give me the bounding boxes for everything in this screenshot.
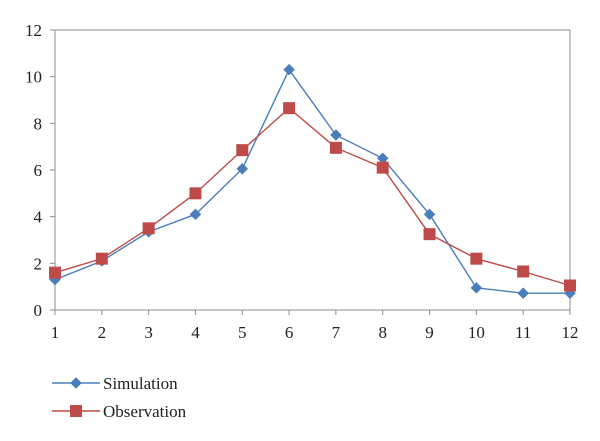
x-tick-label: 2: [98, 323, 107, 342]
data-point-observation: [470, 252, 483, 265]
y-tick-label: 8: [34, 114, 43, 133]
y-tick-label: 10: [25, 68, 42, 87]
data-point-simulation: [283, 63, 295, 76]
y-axis: 0 2 4 6 8 10 12: [25, 21, 55, 320]
data-point-observation: [236, 144, 249, 157]
legend-label: Simulation: [103, 374, 178, 393]
x-tick-label: 9: [425, 323, 434, 342]
data-point-observation: [329, 141, 342, 154]
data-point-observation: [49, 266, 61, 279]
x-tick-label: 5: [238, 323, 247, 342]
data-point-simulation: [517, 287, 530, 300]
x-tick-label: 6: [285, 323, 294, 342]
y-tick-label: 0: [34, 301, 43, 320]
x-tick-label: 8: [378, 323, 387, 342]
data-point-observation: [142, 222, 155, 235]
x-tick-label: 1: [51, 323, 60, 342]
data-point-observation: [189, 187, 202, 200]
data-point-observation: [95, 252, 108, 265]
data-point-simulation: [236, 162, 249, 175]
plot-area: [54, 29, 571, 311]
x-tick-label: 3: [144, 323, 153, 342]
y-tick-label: 12: [25, 21, 42, 40]
series-observation: [49, 102, 576, 292]
data-point-observation: [517, 265, 530, 278]
legend-item-simulation: Simulation: [52, 374, 178, 393]
series-line-simulation: [54, 68, 570, 294]
data-point-simulation: [470, 281, 483, 294]
legend-marker: [70, 377, 82, 389]
legend: Simulation Observation: [52, 374, 187, 421]
data-point-simulation: [189, 208, 202, 221]
series-layer: [49, 63, 576, 300]
data-point-observation: [283, 102, 296, 115]
plot-border: [54, 29, 571, 311]
legend-label: Observation: [103, 402, 187, 421]
data-point-simulation: [423, 208, 436, 221]
data-point-observation: [376, 161, 389, 174]
legend-marker: [70, 405, 82, 417]
x-tick-label: 10: [468, 323, 485, 342]
y-tick-label: 4: [34, 208, 43, 227]
legend-item-observation: Observation: [52, 402, 187, 421]
x-tick-label: 11: [515, 323, 531, 342]
x-tick-label: 7: [332, 323, 341, 342]
data-point-simulation: [330, 129, 342, 141]
x-tick-label: 12: [562, 323, 579, 342]
y-tick-label: 2: [34, 254, 43, 273]
series-line-observation: [54, 107, 571, 287]
x-axis: 1 2 3 4 5 6 7 8 9 10 11 12: [51, 310, 579, 342]
data-point-observation: [564, 279, 576, 292]
y-tick-label: 6: [34, 161, 43, 180]
data-point-observation: [423, 228, 436, 241]
x-tick-label: 4: [191, 323, 200, 342]
